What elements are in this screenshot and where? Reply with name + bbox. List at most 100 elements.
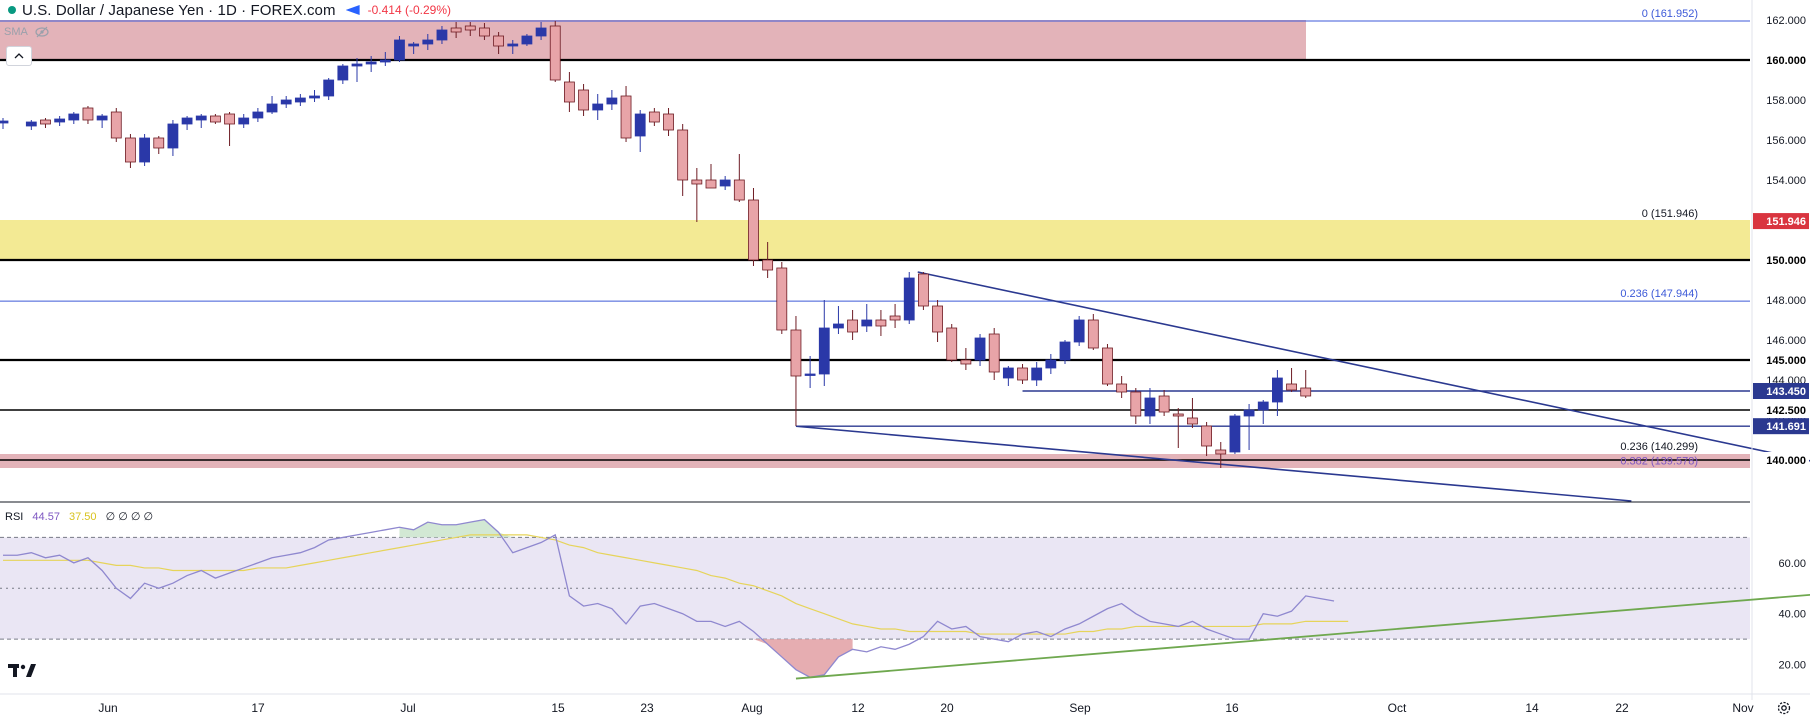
candle-body	[648, 111, 660, 123]
rsi-value: 44.57	[32, 511, 60, 523]
collapse-legend-button[interactable]	[6, 46, 32, 66]
chart-header: U.S. Dollar / Japanese Yen · 1D · FOREX.…	[0, 0, 451, 20]
candle	[960, 348, 972, 370]
price-badge: 141.691	[1753, 418, 1809, 435]
candle-body	[1272, 377, 1283, 403]
price-badge-bg	[1753, 383, 1809, 399]
candle-body	[960, 359, 972, 365]
candle	[1158, 390, 1170, 416]
candle	[464, 22, 476, 36]
candle-body	[209, 115, 221, 123]
candle	[379, 52, 391, 66]
candle	[436, 26, 448, 44]
x-tick-label: 17	[251, 701, 265, 715]
candle	[1243, 404, 1255, 450]
rsi-trendline	[795, 593, 1810, 680]
candle	[762, 242, 774, 278]
candle-body	[889, 315, 901, 321]
price-badge-label: 151.946	[1766, 216, 1806, 228]
candle-body	[1017, 367, 1028, 381]
x-tick-label: 23	[640, 701, 654, 715]
candle	[804, 356, 816, 388]
x-tick-label: Aug	[741, 701, 762, 715]
candle-body	[691, 179, 703, 185]
price-badge-bg	[1753, 213, 1809, 230]
candle	[691, 168, 703, 222]
candle-body	[677, 129, 689, 181]
candle-body	[1116, 383, 1128, 393]
x-tick-label: 15	[551, 701, 565, 715]
candle	[125, 134, 136, 168]
y-tick-label: 156.000	[1766, 135, 1806, 147]
candle	[1286, 368, 1297, 392]
candle-body	[1172, 413, 1184, 417]
candle-body	[1187, 417, 1198, 425]
candle	[1059, 340, 1071, 364]
fib-label: 0.236 (147.944)	[1620, 288, 1698, 300]
candle-body	[620, 95, 632, 139]
candle	[620, 86, 632, 142]
flag-icon[interactable]	[345, 5, 360, 15]
candle-body	[195, 115, 207, 121]
candle	[903, 272, 915, 324]
candle	[889, 304, 901, 328]
candle	[1130, 388, 1142, 424]
rsi-legend: RSI 44.57 37.50 ∅ ∅ ∅ ∅	[5, 510, 153, 523]
candle	[1300, 370, 1312, 398]
candle	[195, 114, 207, 128]
candle-body	[323, 79, 335, 97]
rsi-line	[3, 518, 1335, 678]
x-tick-label: 16	[1225, 701, 1239, 715]
candle-body	[1102, 347, 1113, 385]
candle-body	[918, 273, 929, 307]
candle	[564, 72, 575, 112]
candle-body	[875, 319, 887, 327]
candle-body	[1215, 449, 1227, 455]
candle	[790, 316, 802, 426]
candle-body	[351, 63, 363, 67]
symbol-title[interactable]: U.S. Dollar / Japanese Yen · 1D · FOREX.…	[22, 1, 336, 19]
candle-body	[748, 199, 759, 261]
settings-gear-icon[interactable]	[1776, 700, 1792, 716]
candle-body	[479, 27, 490, 37]
candle	[394, 36, 405, 62]
candle	[1102, 344, 1113, 386]
candle-body	[365, 61, 377, 65]
price-badge-label: 150.000	[1766, 255, 1806, 267]
candle	[776, 262, 788, 334]
indicator-label[interactable]: SMA	[4, 26, 28, 38]
candle-body	[266, 103, 278, 113]
y-tick-label: 148.000	[1766, 295, 1806, 307]
tradingview-logo-icon[interactable]	[8, 662, 38, 678]
candle	[1229, 414, 1241, 454]
y-tick-label: 158.000	[1766, 95, 1806, 107]
candle-body	[861, 319, 873, 327]
candle	[1045, 354, 1057, 374]
candle-body	[663, 113, 674, 131]
candle-body	[1300, 387, 1312, 397]
candle	[1187, 398, 1198, 428]
fib-label: 0 (151.946)	[1642, 208, 1698, 220]
rsi-oversold-fill	[711, 639, 853, 678]
candle	[847, 310, 858, 340]
zone-yellow	[0, 220, 1750, 260]
candle-body	[181, 117, 193, 125]
candle	[1201, 422, 1212, 456]
candle	[139, 134, 151, 166]
price-badge: 151.946	[1753, 213, 1809, 230]
rsi-label[interactable]: RSI	[5, 511, 24, 523]
fib-label: 0 (161.952)	[1642, 8, 1698, 20]
x-tick-label: Oct	[1388, 701, 1407, 715]
candle-body	[252, 111, 264, 119]
candle	[493, 32, 505, 54]
eye-hidden-icon[interactable]	[34, 26, 50, 38]
candle	[648, 108, 660, 126]
candle	[549, 21, 561, 82]
candle-body	[1201, 425, 1212, 447]
candle-body	[294, 97, 306, 103]
candle-body	[1002, 367, 1014, 379]
candle	[974, 334, 986, 366]
candle	[634, 110, 646, 152]
candle	[238, 114, 250, 128]
